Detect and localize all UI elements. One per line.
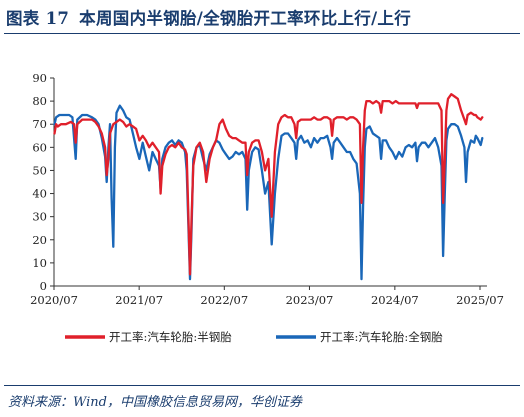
chart-legend: 开工率:汽车轮胎:半钢胎 开工率:汽车轮胎:全钢胎 — [65, 330, 443, 344]
figure-label: 图表 — [6, 9, 40, 28]
legend-semi-steel-label: 开工率:汽车轮胎:半钢胎 — [109, 330, 232, 344]
series-line-all-steel — [53, 104, 484, 281]
series-line-semi-steel — [53, 93, 484, 276]
figure-number: 17 — [45, 9, 70, 28]
chart-series — [53, 93, 484, 281]
source-note: 资料来源：Wind，中国橡胶信息贸易网，华创证券 — [8, 395, 302, 410]
y-tick-label: 50 — [32, 163, 47, 177]
y-tick-label: 0 — [40, 279, 47, 293]
y-tick-label: 90 — [32, 71, 47, 85]
y-tick-label: 30 — [32, 210, 47, 224]
y-tick-label: 80 — [32, 94, 47, 108]
x-tick-label: 2025/07 — [456, 293, 504, 307]
y-tick-label: 10 — [32, 256, 47, 270]
legend-all-steel-label: 开工率:汽车轮胎:全钢胎 — [320, 330, 443, 344]
y-tick-label: 60 — [32, 140, 47, 154]
x-tick-label: 2024/07 — [371, 293, 419, 307]
x-tick-label: 2021/07 — [115, 293, 163, 307]
x-tick-label: 2022/07 — [200, 293, 248, 307]
y-tick-label: 40 — [32, 187, 47, 201]
title-rule — [4, 33, 520, 34]
x-tick-label: 2020/07 — [30, 293, 78, 307]
line-chart: 0 10 20 30 40 50 60 70 80 90 2020/07 2021/07 2022/07… — [30, 71, 504, 344]
figure-title: 图表 17 本周国内半钢胎/全钢胎开工率环比上行/上行 — [6, 5, 411, 29]
x-tick-label: 2023/07 — [286, 293, 334, 307]
y-tick-label: 20 — [32, 233, 47, 247]
figure-title-text: 本周国内半钢胎/全钢胎开工率环比上行/上行 — [79, 9, 412, 28]
source-rule — [4, 385, 520, 386]
y-tick-label: 70 — [32, 117, 47, 131]
chart-axes: 0 10 20 30 40 50 60 70 80 90 2020/07 2021/07 2022/07… — [30, 71, 504, 307]
